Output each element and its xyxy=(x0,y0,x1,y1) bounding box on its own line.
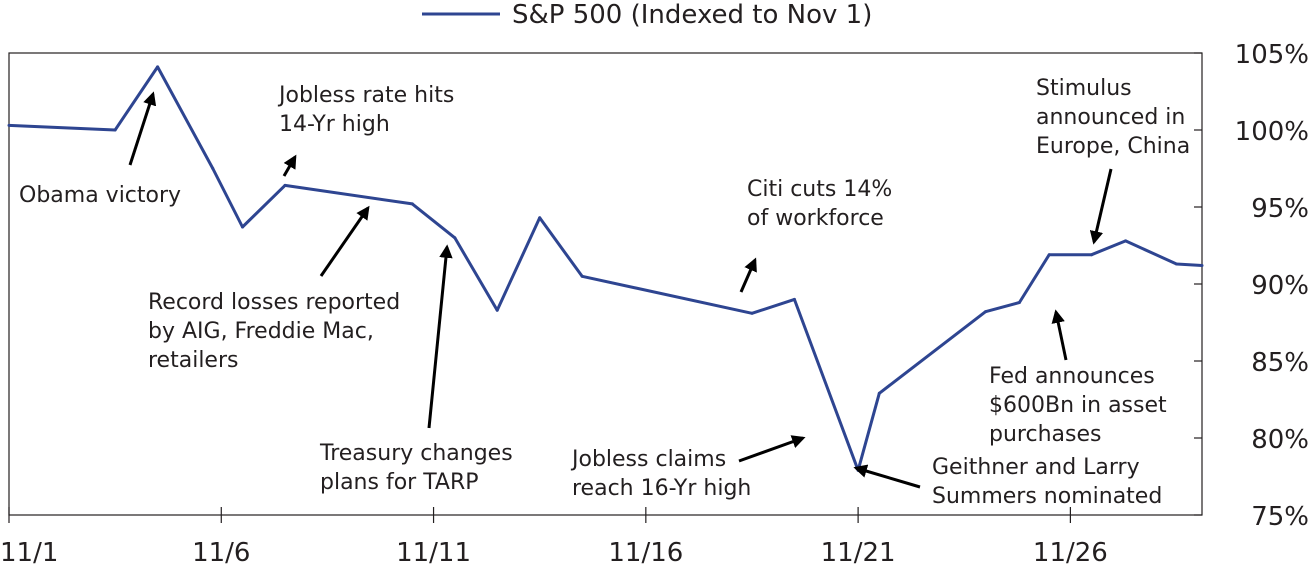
data-point xyxy=(211,167,215,170)
data-point xyxy=(1200,264,1204,267)
data-point xyxy=(1124,239,1128,243)
x-tick-label: 11/6 xyxy=(192,538,250,567)
series-line-sp500 xyxy=(8,65,1203,472)
x-axis: 11/1 11/6 11/11 11/16 11/21 11/26 xyxy=(0,507,1108,567)
annotation-geithner-summers: Geithner and Larry Summers nominated xyxy=(932,455,1162,509)
data-point xyxy=(7,123,11,127)
data-point xyxy=(241,225,244,229)
annotations: Obama victory Jobless rate hits 14-Yr hi… xyxy=(19,76,1192,509)
data-point xyxy=(495,308,499,312)
x-tick-label: 11/26 xyxy=(1033,538,1108,567)
data-point xyxy=(113,128,117,132)
data-point xyxy=(283,183,287,187)
annotation-arrow xyxy=(739,257,757,293)
annotation-record-losses: Record losses reported by AIG, Freddie M… xyxy=(148,290,407,373)
annotation-arrow xyxy=(1089,168,1113,245)
annotation-arrow xyxy=(1051,309,1068,361)
y-tick-label: 85% xyxy=(1251,348,1309,378)
annotation-citi-cuts: Citi cuts 14% of workforce xyxy=(747,177,899,231)
data-point xyxy=(580,274,584,278)
y-tick-label: 80% xyxy=(1251,425,1309,455)
annotation-arrow xyxy=(128,91,157,166)
data-point xyxy=(984,310,987,314)
data-point xyxy=(1090,253,1094,257)
data-point xyxy=(877,391,881,395)
annotation-fed-600bn: Fed announces $600Bn in asset purchases xyxy=(989,364,1174,447)
annotation-arrow xyxy=(853,464,921,489)
y-tick-label: 105% xyxy=(1235,40,1309,70)
annotation-obama-victory: Obama victory xyxy=(19,183,181,208)
data-point xyxy=(156,65,160,69)
data-point xyxy=(792,297,796,301)
data-point xyxy=(1017,301,1021,304)
annotation-arrow xyxy=(319,205,370,277)
x-tick-label: 11/21 xyxy=(821,538,896,567)
y-tick-label: 100% xyxy=(1235,117,1309,147)
data-point xyxy=(750,311,754,315)
data-point xyxy=(538,216,542,220)
annotation-stimulus: Stimulus announced in Europe, China xyxy=(1036,76,1192,159)
data-point xyxy=(410,202,414,206)
data-point xyxy=(453,236,457,240)
annotation-jobless-claims: Jobless claims reach 16-Yr high xyxy=(570,447,751,501)
x-tick-label: 11/1 xyxy=(0,538,58,567)
annotation-arrow xyxy=(427,244,453,429)
data-point xyxy=(1047,253,1051,257)
annotation-treasury-tarp: Treasury changes plans for TARP xyxy=(319,441,520,495)
x-tick-label: 11/11 xyxy=(396,538,471,567)
y-tick-label: 90% xyxy=(1251,271,1309,301)
annotation-arrows xyxy=(128,91,1113,489)
data-point xyxy=(1175,262,1178,266)
annotation-arrow xyxy=(738,435,806,463)
legend-label: S&P 500 (Indexed to Nov 1) xyxy=(512,0,872,30)
x-tick-label: 11/16 xyxy=(608,538,683,567)
y-tick-label: 75% xyxy=(1251,502,1309,532)
y-axis: 75% 80% 85% 90% 95% 100% 105% xyxy=(1194,40,1309,532)
legend: S&P 500 (Indexed to Nov 1) xyxy=(422,0,872,30)
annotation-jobless-rate: Jobless rate hits 14-Yr high xyxy=(277,83,461,137)
annotation-arrow xyxy=(282,154,297,177)
y-tick-label: 95% xyxy=(1251,194,1309,224)
